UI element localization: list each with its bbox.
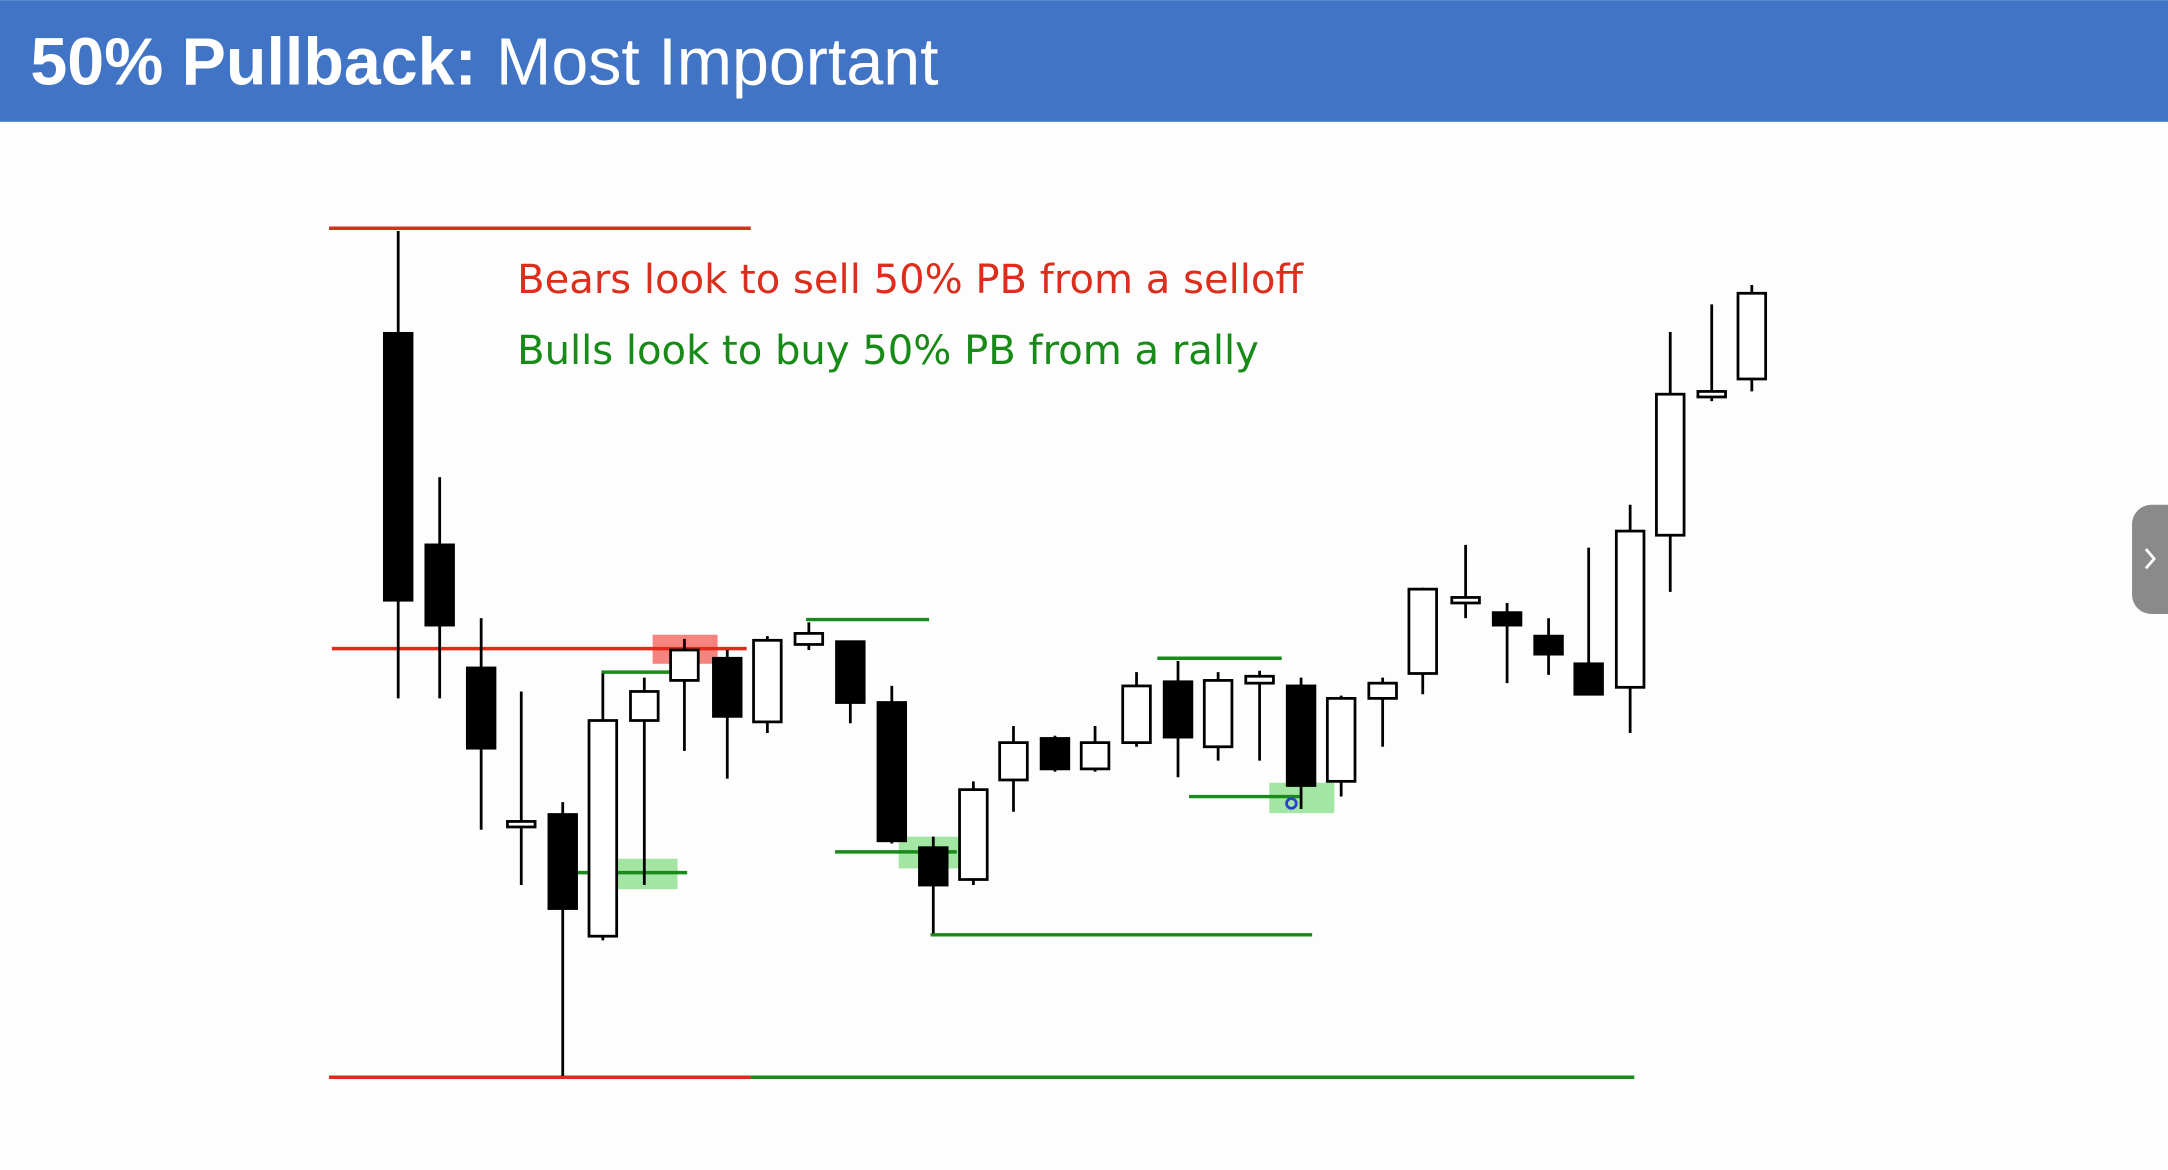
title-rest: Most Important: [496, 25, 939, 99]
candle-body: [1736, 291, 1768, 381]
side-tab-chevron[interactable]: [2144, 548, 2156, 570]
candle-body: [506, 820, 537, 829]
candle-body: [1533, 634, 1564, 656]
candle-body: [1655, 392, 1686, 537]
title-bold: 50% Pullback:: [30, 25, 476, 99]
candle-body: [424, 543, 455, 627]
candle-body: [1325, 696, 1357, 783]
candle-body: [1162, 680, 1194, 739]
candle-body: [958, 788, 989, 881]
candle-body: [1407, 587, 1438, 675]
candle-body: [1202, 679, 1234, 749]
candle-body: [1491, 611, 1523, 627]
candle-body: [587, 719, 619, 938]
candle-body: [1367, 681, 1398, 700]
candle-body: [629, 690, 660, 722]
candlestick-diagram: [329, 226, 1768, 1079]
candle-body: [752, 638, 783, 724]
candle-body: [712, 656, 743, 718]
candle-body: [1450, 596, 1481, 605]
candle-body: [876, 701, 908, 843]
candle-body: [669, 648, 700, 682]
annotation-bears: Bears look to sell 50% PB from a selloff: [517, 257, 1304, 303]
side-tab[interactable]: [2132, 504, 2168, 615]
candle-body: [1285, 684, 1317, 787]
candle-body: [1079, 741, 1111, 771]
candle-body: [1614, 529, 1646, 689]
candle-body: [1121, 684, 1152, 745]
side-tab-bg[interactable]: [2132, 504, 2168, 615]
candle-body: [998, 741, 1029, 782]
candle-body: [1244, 674, 1275, 685]
cursor-dot: [1285, 797, 1298, 810]
candle-body: [1696, 390, 1727, 399]
candle-body: [547, 813, 578, 910]
candle-body: [793, 632, 825, 646]
candle-body: [1573, 662, 1604, 696]
annotation-bulls: Bulls look to buy 50% PB from a rally: [517, 328, 1259, 374]
candle-body: [382, 331, 414, 602]
candle-body: [1039, 737, 1071, 771]
candle-body: [465, 666, 497, 750]
candle-body: [835, 640, 866, 704]
candle-body: [918, 846, 949, 887]
header-bar: [0, 0, 2168, 122]
header-title: 50% Pullback: Most Important: [30, 25, 938, 99]
